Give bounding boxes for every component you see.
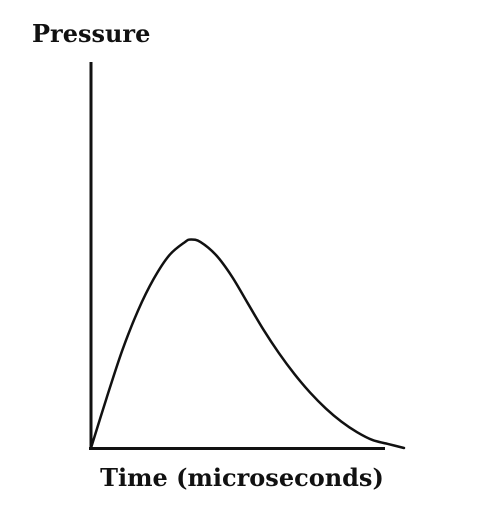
y-axis-label: Pressure [32,19,150,48]
series-layer [89,238,406,450]
series-line-0 [89,238,406,450]
x-axis-label: Time (microseconds) [100,463,384,492]
